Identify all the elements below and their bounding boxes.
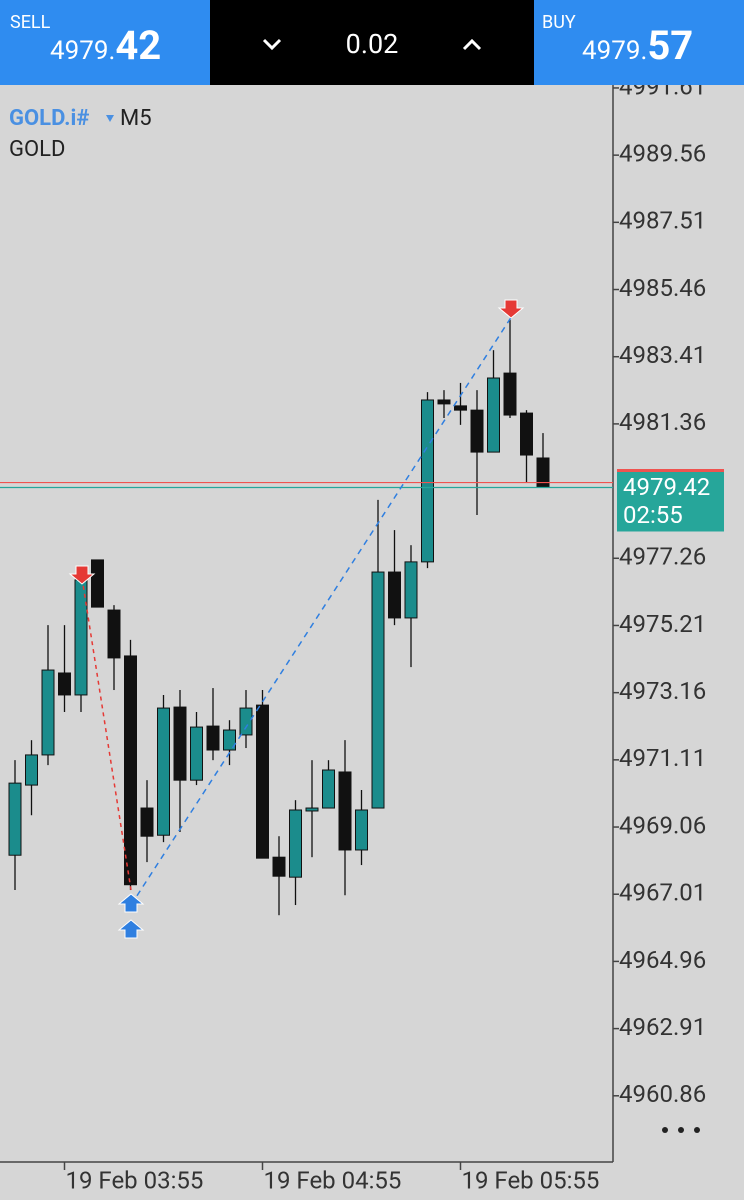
candle-body [206, 725, 220, 751]
candle-body [173, 706, 187, 781]
buy-button[interactable]: BUY 4979.57 [534, 0, 744, 85]
marks: 4991.61 4989.56 4987.51 4985.46 4983.41 4981.… [0, 85, 724, 1194]
candle-body [25, 754, 38, 786]
candle-body [371, 571, 385, 809]
y-tick-label: 4962.91 [619, 1013, 706, 1041]
menu-dot[interactable] [678, 1127, 684, 1133]
sell-price: 4979.42 [50, 22, 161, 69]
candle-body [140, 807, 154, 837]
candle-body [239, 707, 253, 736]
candle-body [322, 769, 335, 809]
candle-body [404, 561, 418, 619]
y-tick-label: 4985.46 [619, 274, 706, 302]
y-tick-label: 4964.96 [619, 946, 706, 974]
candle-body [157, 707, 170, 836]
symbol-dropdown[interactable] [106, 115, 114, 122]
bid-label: 4979.42 [623, 473, 710, 501]
candle-body [272, 856, 286, 877]
description: GOLD [9, 137, 65, 162]
y-tick-label: 4969.06 [619, 811, 706, 839]
price-main: 4979. [50, 36, 116, 66]
y-tick-label: 4989.56 [619, 139, 706, 167]
buy-arrow [117, 919, 145, 939]
symbol[interactable]: GOLD.i# [9, 106, 89, 131]
increase-lot[interactable] [462, 38, 482, 51]
sell-label: SELL [10, 12, 51, 33]
y-tick-label: 4975.21 [619, 610, 706, 638]
candle-body [8, 782, 22, 856]
y-tick-label: 4983.41 [619, 341, 706, 369]
lot-value[interactable]: 0.02 [345, 28, 399, 60]
y-tick-label: 4981.36 [619, 408, 706, 436]
candle-body [454, 405, 467, 411]
candle-body [388, 571, 401, 619]
sell-arrow [68, 565, 96, 585]
buy-label: BUY [542, 12, 576, 33]
lot-panel: 0.02 [210, 0, 534, 85]
price-big: 57 [647, 22, 694, 69]
candle-body [223, 729, 236, 751]
candle-body [256, 704, 269, 859]
countdown: 02:55 [623, 501, 683, 529]
y-tick-label: 4987.51 [619, 207, 706, 235]
candle-body [520, 412, 533, 456]
candle-body [338, 771, 352, 851]
y-tick-label: 4977.26 [619, 543, 706, 571]
price-main: 4979. [582, 36, 648, 66]
candle-body [503, 372, 517, 416]
candle-body [91, 559, 104, 608]
x-tick-label: 19 Feb 05:55 [462, 1166, 600, 1194]
buy-price: 4979.57 [582, 22, 693, 69]
candle-body [421, 399, 434, 563]
y-tick-label: 4991.61 [619, 85, 706, 100]
candle-body [289, 809, 302, 878]
buy-arrow [117, 893, 145, 913]
sell-trade-line [81, 577, 132, 891]
x-tick-label: 19 Feb 04:55 [264, 1166, 402, 1194]
y-tick-label: 4971.11 [619, 744, 706, 772]
candle-body [305, 807, 319, 812]
price-big: 42 [115, 22, 162, 69]
candle-body [437, 399, 451, 405]
candle-body [487, 377, 500, 453]
menu-dot[interactable] [694, 1127, 700, 1133]
sell-button[interactable]: SELL 4979.42 [0, 0, 210, 85]
candle-body [355, 809, 368, 851]
menu-dot[interactable] [662, 1127, 668, 1133]
lot-arrows [262, 38, 482, 51]
bid-label-box [617, 469, 724, 532]
sell-arrow [497, 299, 525, 319]
y-tick-label: 4960.86 [619, 1080, 706, 1108]
chart: GOLD.i# M5 GOLD 4991.61 4989.56 4987.51 498… [0, 85, 724, 1194]
x-tick-label: 19 Feb 03:55 [66, 1166, 204, 1194]
candle-body [58, 672, 71, 696]
decrease-lot[interactable] [262, 38, 282, 51]
y-tick-label: 4973.16 [619, 677, 706, 705]
timeframe[interactable]: M5 [120, 106, 152, 131]
buy-trade-line [130, 315, 513, 906]
candle-body [107, 609, 121, 659]
candle-body [124, 655, 137, 886]
candle-body [190, 726, 203, 781]
candle-body [41, 669, 55, 756]
y-tick-label: 4967.01 [619, 879, 706, 907]
candle-body [470, 409, 484, 453]
